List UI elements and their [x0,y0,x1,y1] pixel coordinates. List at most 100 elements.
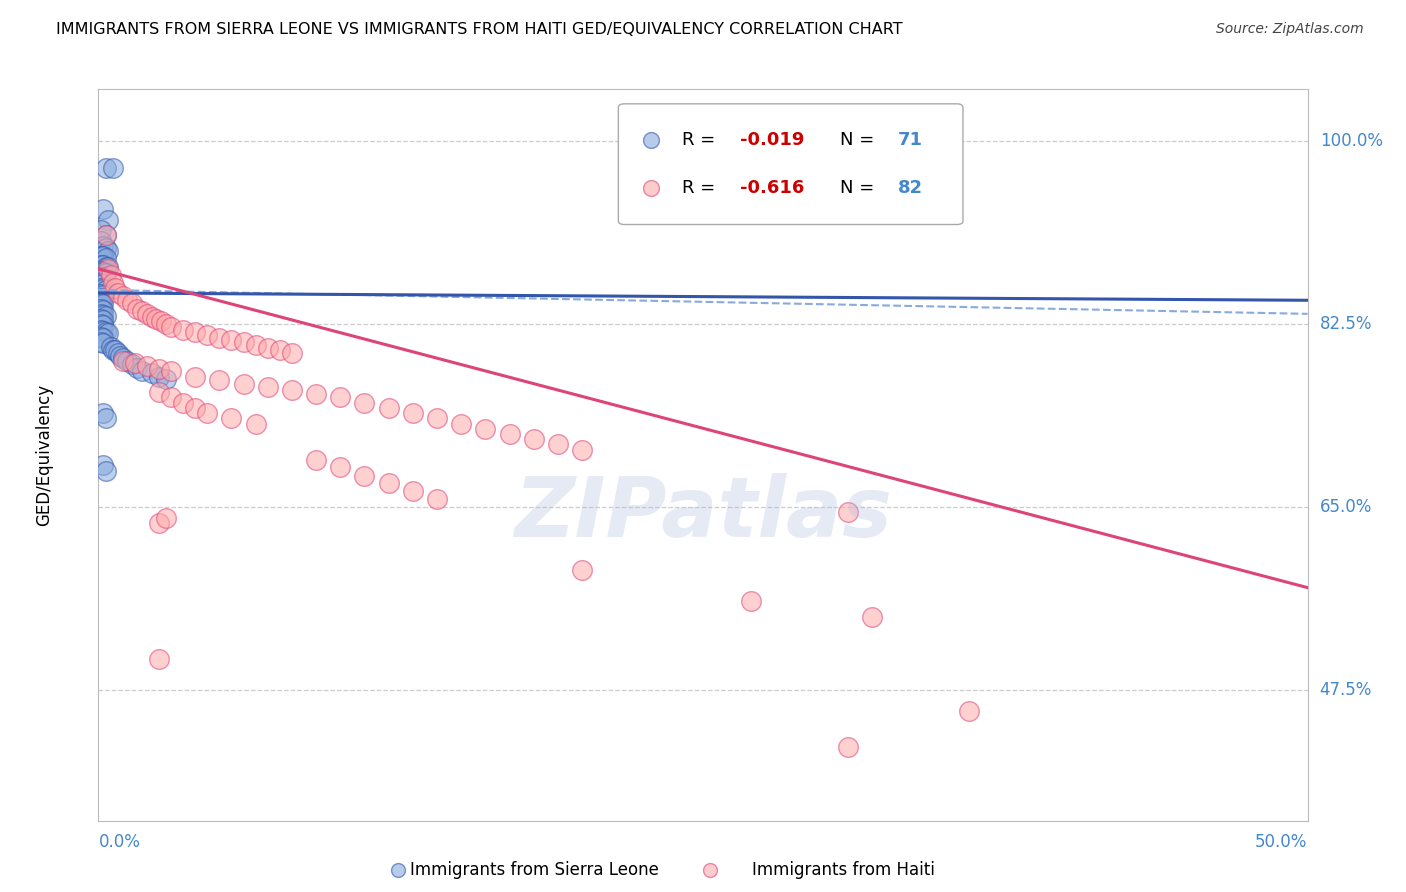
Point [111,289,134,303]
Point [90,301,112,316]
Text: 100.0%: 100.0% [1320,132,1382,151]
Point [94,283,117,297]
Point [90,258,112,272]
Point [195,327,218,342]
Point [281,383,304,397]
Point [155,371,177,385]
Point [208,331,231,345]
Point [101,343,124,358]
Point [699,863,721,877]
Point [329,460,352,475]
Point [101,161,124,175]
Point [90,322,112,336]
Point [353,395,375,409]
Point [160,364,183,378]
Point [1192,276,1215,290]
Point [90,318,112,332]
Point [91,239,114,253]
Point [269,343,291,358]
Point [90,281,112,295]
Text: Immigrants from Sierra Leone: Immigrants from Sierra Leone [409,861,659,879]
Point [111,354,134,368]
Point [117,293,139,308]
Point [155,510,177,524]
Point [91,258,114,272]
Point [957,704,980,718]
Point [474,422,496,436]
Point [94,241,117,255]
Point [97,244,120,259]
Text: 71: 71 [897,131,922,149]
Point [94,252,117,266]
Point [94,325,117,339]
Point [353,468,375,483]
Point [91,313,114,327]
Point [121,357,143,371]
Text: R =: R = [682,131,721,149]
Point [94,272,117,286]
Point [571,563,593,577]
Point [172,395,194,409]
Point [305,453,328,467]
Point [90,334,112,349]
Text: 82.5%: 82.5% [1320,315,1372,334]
FancyBboxPatch shape [619,103,963,225]
Point [97,261,120,276]
Text: -0.616: -0.616 [741,179,804,197]
Point [155,318,177,332]
Point [91,324,114,338]
Point [523,432,546,446]
Point [256,380,278,394]
Point [131,303,153,318]
Point [127,361,149,376]
Point [256,342,278,356]
Point [94,266,117,280]
Point [107,285,129,300]
Point [221,333,243,347]
Point [148,516,170,530]
Point [91,458,114,473]
Point [172,322,194,336]
Point [94,309,117,323]
Point [91,265,114,279]
Point [402,484,425,499]
Point [150,314,173,328]
Point [498,427,520,442]
Point [387,863,409,877]
Text: GED/Equivalency: GED/Equivalency [35,384,53,526]
Point [90,264,112,278]
Point [90,276,112,290]
Text: N =: N = [839,131,880,149]
Point [117,354,139,368]
Text: Immigrants from Haiti: Immigrants from Haiti [752,861,935,879]
Point [245,417,267,431]
Point [135,307,157,321]
Point [94,228,117,243]
Point [91,292,114,306]
Point [91,288,114,302]
Point [91,308,114,322]
Point [232,376,254,391]
Point [94,464,117,478]
Point [94,260,117,274]
Point [547,437,569,451]
Point [101,276,124,290]
Point [104,343,127,358]
Point [90,312,112,326]
Point [1192,208,1215,222]
Point [402,406,425,420]
Point [837,505,859,519]
Point [208,373,231,387]
Point [97,326,120,340]
Point [124,356,146,370]
Point [450,417,472,431]
Point [90,270,112,285]
Point [91,282,114,296]
Point [160,391,183,405]
Point [91,331,114,345]
Point [740,594,762,608]
Point [184,369,207,384]
Point [148,362,170,376]
Point [195,406,218,420]
Point [90,223,112,237]
